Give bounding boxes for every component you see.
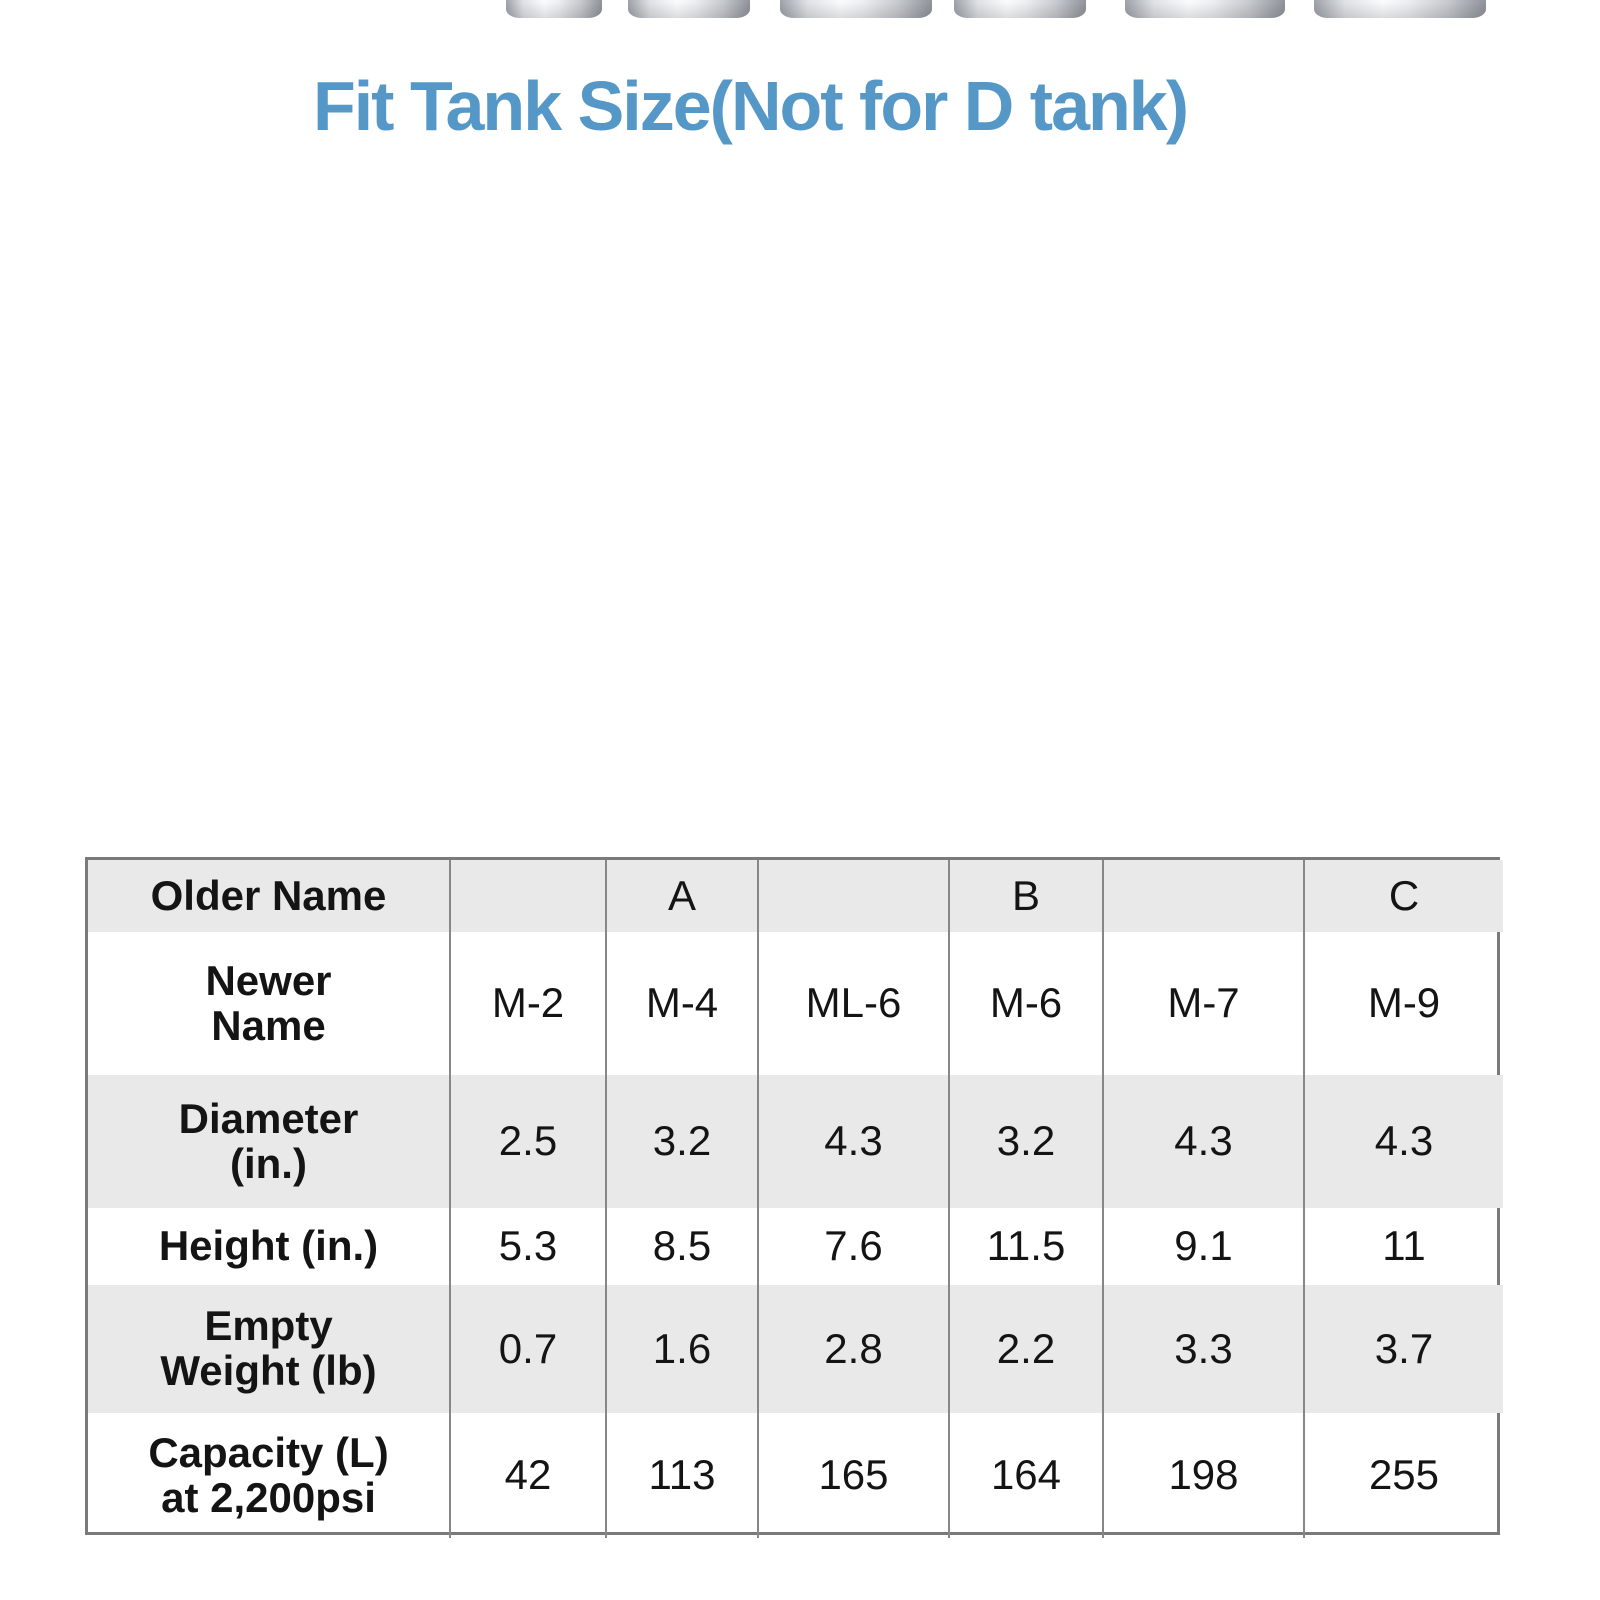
page-title: Fit Tank Size(Not for D tank): [312, 67, 1189, 145]
row-label-diameter: Diameter (in.): [88, 1075, 451, 1208]
table-cell: 255: [1368, 1451, 1440, 1499]
table-cell: 42: [451, 1413, 607, 1538]
table-cell: 4.3: [1305, 1075, 1503, 1208]
table-cell: 0.7: [451, 1285, 607, 1413]
table-cell: M-6: [950, 932, 1104, 1075]
oxygen-tank-m-4: [628, 0, 750, 18]
oxygen-tank-m-2: [506, 0, 602, 18]
row-label-height: Height (in.): [88, 1208, 451, 1285]
table-cell: 4.3: [759, 1075, 950, 1208]
table-cell: 8.5: [607, 1208, 759, 1285]
row-label-newer-name: Newer Name: [88, 932, 451, 1075]
table-cell: 2.5: [451, 1075, 607, 1208]
oxygen-tank-ml-6: [780, 0, 932, 18]
table-cell: M-7: [1104, 932, 1305, 1075]
tank-body: [780, 0, 932, 18]
table-cell: 3.7: [1305, 1285, 1503, 1413]
size-table: Older Name A B C Newer Name M-2 M-4 ML-6…: [85, 857, 1503, 1538]
oxygen-tank-m-7: [1125, 0, 1285, 18]
table-cell: 11.5: [950, 1208, 1104, 1285]
table-cell: 1.6: [607, 1285, 759, 1413]
tank-body: [628, 0, 750, 18]
table-cell: A: [607, 860, 759, 932]
table-cell: 2.8: [759, 1285, 950, 1413]
table-cell: 3.2: [607, 1075, 759, 1208]
tank-body: [506, 0, 602, 18]
tank-body: [1314, 0, 1486, 18]
table-cell: 113: [607, 1413, 759, 1538]
table-cell: 4.3: [1104, 1075, 1305, 1208]
table-cell: 165: [759, 1413, 950, 1538]
table-cell: 164: [950, 1413, 1104, 1538]
table-cell: [759, 860, 950, 932]
table-cell: M-9: [1367, 979, 1441, 1027]
oxygen-tank-m-9: [1314, 0, 1486, 18]
table-cell: 198: [1104, 1413, 1305, 1538]
row-label-empty-weight: Empty Weight (lb): [88, 1285, 451, 1413]
table-cell: ML-6: [759, 932, 950, 1075]
tank-body: [1125, 0, 1285, 18]
table-cell: 2.2: [950, 1285, 1104, 1413]
table-cell: 9.1: [1104, 1208, 1305, 1285]
table-cell: M-4: [607, 932, 759, 1075]
row-label-capacity: Capacity (L) at 2,200psi: [88, 1413, 451, 1538]
oxygen-tank-m-6: [954, 0, 1086, 18]
table-cell: 5.3: [451, 1208, 607, 1285]
table-cell: 3.3: [1104, 1285, 1305, 1413]
tank-illustrations: [506, 0, 1486, 18]
table-cell: B: [950, 860, 1104, 932]
table-cell: [1104, 860, 1305, 932]
table-cell: C: [1305, 860, 1503, 932]
table-cell: [451, 860, 607, 932]
tank-body: [954, 0, 1086, 18]
table-cell: 3.2: [950, 1075, 1104, 1208]
row-label-older-name: Older Name: [88, 860, 451, 932]
table-cell: 7.6: [759, 1208, 950, 1285]
table-cell: M-2: [451, 932, 607, 1075]
table-cell: 11: [1382, 1222, 1426, 1270]
